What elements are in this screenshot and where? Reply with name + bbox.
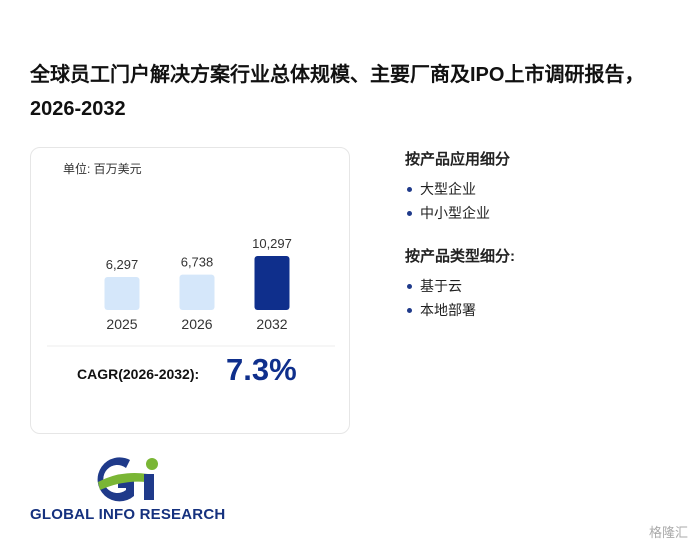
- brand-name: GLOBAL INFO RESEARCH: [30, 506, 226, 523]
- bar: [179, 274, 215, 310]
- bar: [104, 276, 140, 310]
- segment-item: 中小型企业: [405, 201, 510, 225]
- value-label: 6,738: [181, 255, 214, 270]
- logo-dot: [146, 458, 158, 470]
- segment-heading: 按产品类型细分:: [405, 248, 515, 265]
- segment-list: 基于云 本地部署: [405, 274, 515, 322]
- watermark: 格隆汇: [648, 525, 688, 540]
- bar: [254, 256, 290, 310]
- market-card: 单位: 百万美元 CAGR(2026-2032): 7.3% 6,297 2025…: [30, 147, 350, 434]
- segment-item: 本地部署: [405, 298, 515, 322]
- segment-heading: 按产品应用细分: [405, 151, 511, 168]
- value-label: 10,297: [252, 236, 292, 251]
- x-tick-label: 2026: [181, 316, 212, 332]
- segment: 按产品类型细分: 基于云 本地部署: [405, 245, 515, 322]
- logo-swoosh: [98, 473, 148, 490]
- segment-item: 基于云: [405, 274, 515, 298]
- segment-list: 大型企业 中小型企业: [405, 177, 510, 225]
- logo-i: [144, 474, 154, 500]
- x-tick-label: 2032: [256, 316, 287, 332]
- cagr-label: CAGR(2026-2032):: [77, 366, 199, 382]
- segment-item: 大型企业: [405, 177, 510, 201]
- value-label: 6,297: [106, 257, 139, 272]
- segment: 按产品应用细分 大型企业 中小型企业: [405, 148, 510, 225]
- logo-mark: [97, 457, 158, 502]
- x-tick-label: 2025: [106, 316, 137, 332]
- logo-g: [97, 457, 134, 502]
- unit-label: 单位: 百万美元: [63, 161, 142, 176]
- report-title: 全球员工门户解决方案行业总体规模、主要厂商及IPO上市调研报告，2026-203…: [30, 64, 645, 120]
- chart: 单位: 百万美元 CAGR(2026-2032): 7.3% 6,297 2025…: [47, 161, 335, 387]
- cagr-value: 7.3%: [226, 352, 297, 387]
